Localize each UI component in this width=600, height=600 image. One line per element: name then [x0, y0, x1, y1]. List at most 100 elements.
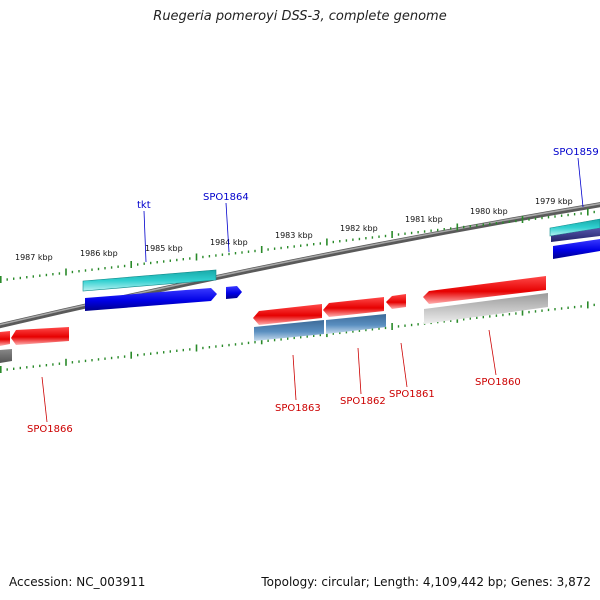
minor-tick [463, 225, 465, 229]
minor-tick [495, 222, 498, 225]
minor-tick [78, 270, 80, 273]
minor-tick [502, 221, 504, 224]
minor-tick [143, 353, 145, 356]
minor-tick [123, 355, 126, 358]
gene-arrow-SPO1866-left[interactable] [0, 331, 10, 346]
minor-tick [228, 252, 230, 256]
minor-tick [267, 248, 269, 251]
minor-tick [117, 356, 119, 359]
kbp-label: 1985 kbp [145, 244, 183, 253]
major-tick [587, 301, 589, 309]
minor-tick [306, 243, 308, 247]
minor-tick [410, 231, 413, 235]
gene-arrow-SPO1860[interactable] [423, 276, 546, 304]
minor-tick [176, 258, 178, 262]
minor-tick [176, 349, 178, 352]
gene-label-SPO1862[interactable]: SPO1862 [340, 396, 386, 407]
minor-tick [26, 366, 28, 369]
kbp-labels: 1987 kbp 1986 kbp 1985 kbp 1984 kbp 1983… [15, 197, 573, 262]
outer-tick-scale [0, 208, 595, 283]
minor-tick [104, 267, 106, 270]
minor-tick [397, 233, 400, 236]
minor-tick [156, 351, 158, 355]
gene-label-SPO1861[interactable]: SPO1861 [389, 389, 435, 400]
major-tick [65, 268, 67, 276]
minor-tick [287, 246, 289, 249]
minor-tick [476, 316, 478, 319]
minor-tick [241, 342, 243, 345]
gene-label-SPO1864[interactable]: SPO1864 [203, 192, 249, 203]
gene-feature-SPO1859[interactable] [549, 218, 600, 237]
minor-tick [247, 341, 250, 345]
minor-tick [573, 213, 576, 216]
major-tick [195, 344, 198, 352]
gene-arrow-SPO1862[interactable] [323, 297, 384, 317]
kbp-label: 1984 kbp [210, 238, 248, 247]
minor-tick [489, 315, 491, 318]
minor-tick [528, 310, 530, 314]
minor-tick [502, 313, 504, 317]
minor-tick [423, 230, 426, 233]
gene-arrow-SPO1859[interactable] [553, 239, 600, 259]
gene-feature-tkt[interactable] [82, 269, 217, 292]
minor-tick [541, 216, 543, 220]
gene-arrow-SPO1864[interactable] [226, 286, 242, 299]
gene-feature-SPO1860[interactable] [424, 293, 548, 324]
kbp-label: 1980 kbp [470, 207, 508, 216]
minor-tick [580, 212, 582, 215]
minor-tick [313, 334, 315, 337]
minor-tick [247, 250, 250, 253]
minor-tick [137, 353, 139, 357]
gene-feature-SPO1863[interactable] [254, 320, 324, 341]
gene-feature-SPO1859-b[interactable] [551, 228, 600, 242]
gene-label-SPO1866[interactable]: SPO1866 [27, 424, 73, 435]
gene-label-SPO1860[interactable]: SPO1860 [475, 377, 521, 388]
minor-tick [19, 276, 21, 280]
minor-tick [534, 217, 537, 220]
gene-label-tkt[interactable]: tkt [137, 200, 151, 211]
minor-tick [91, 268, 93, 271]
minor-tick [110, 266, 113, 269]
minor-tick [273, 338, 276, 342]
kbp-label: 1982 kbp [340, 224, 378, 233]
map-title: Ruegeria pomeroyi DSS-3, complete genome [153, 9, 447, 24]
minor-tick [78, 360, 80, 363]
minor-tick [19, 366, 21, 370]
minor-tick [39, 274, 41, 277]
minor-tick [560, 307, 563, 310]
minor-tick [450, 227, 452, 230]
minor-tick [13, 367, 15, 370]
minor-tick [332, 240, 334, 244]
minor-tick [163, 260, 165, 263]
minor-tick [358, 329, 361, 332]
minor-tick [469, 225, 471, 228]
minor-tick [339, 331, 341, 335]
gene-arrow-SPO1863[interactable] [253, 304, 322, 325]
minor-tick [345, 239, 348, 242]
major-tick [260, 337, 263, 345]
gene-label-SPO1863[interactable]: SPO1863 [275, 403, 321, 414]
minor-tick [476, 224, 478, 227]
minor-tick [280, 246, 282, 250]
kbp-label: 1981 kbp [405, 215, 443, 224]
kbp-label: 1983 kbp [275, 231, 313, 240]
gene-arrow-SPO1861[interactable] [386, 294, 406, 309]
minor-tick [443, 320, 445, 323]
minor-tick [143, 262, 145, 265]
gene-arrow-SPO1866[interactable] [11, 327, 69, 345]
accession-text: Accession: NC_003911 [9, 575, 146, 589]
gene-feature-SPO1866[interactable] [0, 349, 12, 363]
gene-label-SPO1859[interactable]: SPO1859 [553, 147, 599, 158]
minor-tick [221, 253, 224, 256]
minor-tick [58, 362, 61, 365]
major-tick [0, 366, 2, 373]
gene-feature-SPO1862[interactable] [326, 314, 386, 334]
kbp-label: 1979 kbp [535, 197, 573, 206]
gene-arrow-tkt[interactable] [85, 288, 217, 311]
minor-tick [404, 232, 406, 235]
minor-tick [378, 327, 380, 330]
minor-tick [169, 259, 171, 262]
minor-tick [58, 272, 61, 275]
minor-tick [52, 273, 54, 276]
